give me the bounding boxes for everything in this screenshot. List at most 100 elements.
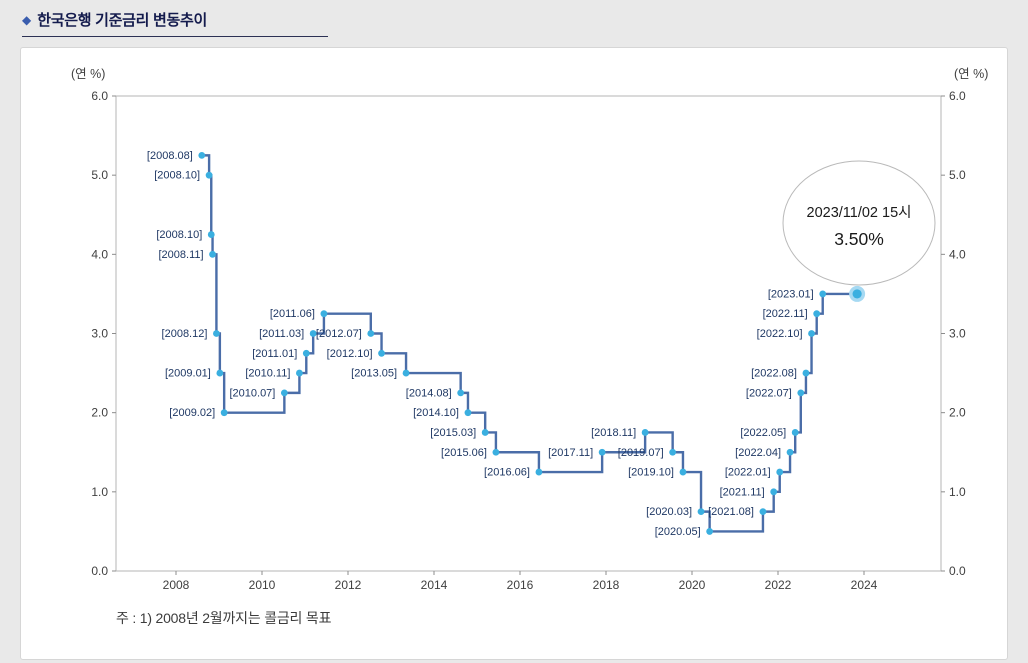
y-axis-label-right: 2.0: [949, 406, 966, 420]
x-axis-label: 2010: [249, 578, 276, 592]
point-label: [2011.01]: [252, 348, 297, 360]
point-label: [2014.08]: [406, 387, 452, 399]
point-label: [2014.10]: [413, 407, 459, 419]
point-label: [2011.06]: [270, 308, 315, 320]
data-point: [492, 448, 500, 456]
point-label: [2008.10]: [154, 170, 200, 182]
point-label: [2015.06]: [441, 447, 487, 459]
point-label: [2019.10]: [628, 467, 674, 479]
data-point: [706, 528, 714, 535]
data-point: [457, 389, 465, 397]
rate-step-chart: 0.0 0.0 1.0 1.0 2.0 2.0 3.0 3.0 4.0 4.0 5.0 5.0 6.0 6…: [71, 67, 988, 592]
chart-card: 0.0 0.0 1.0 1.0 2.0 2.0 3.0 3.0 4.0 4.0 5.0 5.0 6.0 6…: [20, 47, 1008, 660]
point-label: [2012.10]: [327, 348, 373, 360]
point-label: [2009.02]: [169, 407, 215, 419]
x-axis-label: 2014: [421, 578, 448, 592]
y-axis-label-left: 3.0: [91, 327, 108, 341]
point-label: [2011.03]: [259, 328, 304, 340]
point-label: [2018.11]: [591, 427, 636, 439]
point-label: [2016.06]: [484, 467, 530, 479]
data-point: [697, 508, 705, 516]
point-label: [2020.05]: [655, 526, 701, 538]
x-axis-label: 2024: [851, 578, 878, 592]
current-point: [852, 289, 862, 299]
y-axis-label-left: 4.0: [91, 247, 108, 261]
point-label: [2008.08]: [147, 150, 193, 162]
data-point: [819, 290, 827, 298]
unit-label-right: (연 %): [954, 67, 988, 81]
data-point: [309, 330, 317, 337]
point-label: [2015.03]: [430, 427, 476, 439]
data-point: [481, 429, 489, 436]
point-label: [2023.01]: [768, 288, 814, 300]
point-label: [2020.03]: [646, 506, 692, 518]
data-point: [598, 448, 606, 456]
data-point: [535, 468, 543, 476]
x-axis-label: 2018: [593, 578, 620, 592]
point-label: [2009.01]: [165, 368, 211, 380]
y-axis-label-left: 2.0: [91, 406, 108, 420]
y-axis-label-right: 5.0: [949, 168, 966, 182]
rate-step-line: [201, 154, 858, 533]
data-point: [207, 231, 215, 238]
data-point: [813, 310, 821, 318]
y-axis-label-right: 4.0: [949, 247, 966, 261]
y-axis-label-right: 6.0: [949, 89, 966, 103]
page-header: ◆ 한국은행 기준금리 변동추이: [0, 0, 1028, 37]
plot-area: [115, 95, 942, 572]
x-axis-label: 2020: [679, 578, 706, 592]
data-point: [776, 468, 784, 476]
y-axis-label-right: 1.0: [949, 485, 966, 499]
data-point: [641, 429, 649, 436]
data-point: [198, 151, 206, 159]
y-axis-label-left: 1.0: [91, 485, 108, 499]
y-axis-label-left: 0.0: [91, 564, 108, 578]
callout-bubble: [782, 160, 936, 286]
data-point: [378, 349, 385, 357]
data-point: [280, 389, 288, 397]
point-label: [2008.12]: [162, 328, 208, 340]
point-label: [2008.10]: [156, 229, 202, 241]
point-label: [2022.08]: [751, 368, 797, 380]
x-axis-label: 2012: [335, 578, 362, 592]
title-diamond-icon: ◆: [22, 13, 32, 27]
data-point: [302, 349, 310, 357]
data-point: [209, 250, 216, 258]
point-label: [2010.11]: [245, 368, 290, 380]
data-point: [320, 310, 328, 318]
data-point: [770, 488, 778, 496]
point-label: [2013.05]: [351, 368, 397, 380]
y-axis-label-right: 3.0: [949, 327, 966, 341]
unit-label-left: (연 %): [71, 67, 105, 81]
data-point: [797, 389, 805, 397]
point-label: [2022.10]: [757, 328, 803, 340]
data-point: [296, 369, 303, 377]
data-point: [205, 171, 213, 179]
data-point: [786, 448, 794, 456]
data-point: [464, 409, 472, 417]
point-label: [2022.11]: [763, 308, 808, 320]
x-axis-label: 2016: [507, 578, 534, 592]
point-label: [2021.11]: [720, 486, 765, 498]
title-underline: ◆ 한국은행 기준금리 변동추이: [22, 9, 328, 37]
point-label: [2022.04]: [735, 447, 781, 459]
data-point: [213, 330, 220, 337]
callout-date: 2023/11/02 15시: [807, 205, 912, 221]
y-axis-label-left: 6.0: [91, 89, 108, 103]
x-axis-label: 2022: [765, 578, 792, 592]
data-point: [802, 369, 810, 377]
point-label: [2012.07]: [316, 328, 362, 340]
point-label: [2022.05]: [740, 427, 786, 439]
point-label: [2022.01]: [725, 467, 771, 479]
y-axis-label-right: 0.0: [949, 564, 966, 578]
chart-footnote: 주 : 1) 2008년 2월까지는 콜금리 목표: [116, 610, 332, 626]
data-point: [669, 448, 677, 456]
data-point: [220, 409, 228, 417]
data-point: [759, 508, 767, 516]
data-point: [791, 429, 799, 436]
data-point: [679, 468, 687, 476]
data-point: [367, 330, 375, 337]
point-label: [2008.11]: [158, 249, 203, 261]
data-point: [216, 369, 224, 377]
point-label: [2010.07]: [229, 387, 275, 399]
